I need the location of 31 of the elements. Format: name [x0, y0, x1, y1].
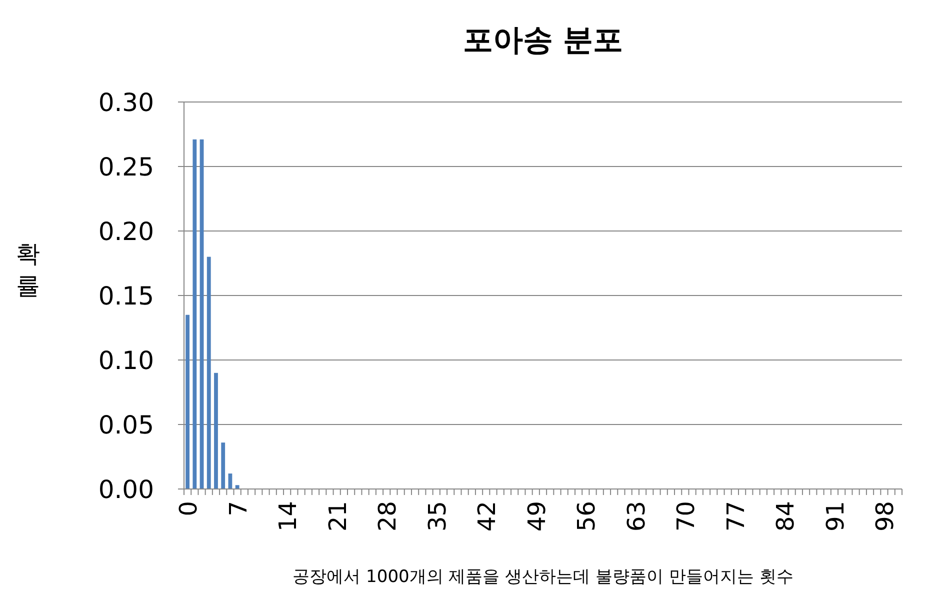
x-tick-label: 49 — [522, 501, 551, 532]
y-tick-label: 0.20 — [98, 217, 154, 246]
y-axis-title: 확률 — [16, 240, 40, 300]
x-tick-label: 70 — [672, 501, 700, 532]
x-tick-label: 0 — [174, 501, 203, 516]
x-tick-label: 35 — [423, 501, 452, 532]
x-tick-label: 21 — [324, 501, 352, 532]
x-tick-label: 98 — [871, 501, 900, 532]
y-tick-label: 0.00 — [98, 475, 154, 504]
bar — [214, 372, 218, 489]
x-tick-label: 7 — [224, 501, 252, 516]
x-tick-label: 56 — [572, 501, 601, 532]
y-tick-label: 0.30 — [98, 88, 154, 117]
y-tick-label: 0.10 — [98, 346, 154, 375]
chart-title: 포아송 분포 — [462, 23, 624, 58]
y-tick-label: 0.25 — [98, 152, 154, 182]
bar — [235, 485, 240, 489]
x-tick-label: 77 — [722, 501, 750, 532]
bar — [221, 442, 226, 489]
x-tick-label: 42 — [473, 501, 502, 532]
x-tick-label: 14 — [274, 501, 302, 532]
y-tick-label: 0.05 — [98, 410, 154, 440]
bar — [192, 139, 197, 489]
y-tick-label: 0.15 — [98, 282, 154, 310]
x-tick-label: 63 — [622, 501, 650, 532]
bar — [206, 256, 211, 489]
bar — [186, 314, 190, 489]
x-tick-label: 28 — [374, 501, 402, 532]
x-tick-label: 84 — [772, 501, 800, 532]
x-axis-title: 공장에서 1000개의 제품을 생산하는데 불량품이 만들어지는 횟수 — [292, 567, 794, 587]
x-tick-label: 91 — [821, 501, 850, 532]
